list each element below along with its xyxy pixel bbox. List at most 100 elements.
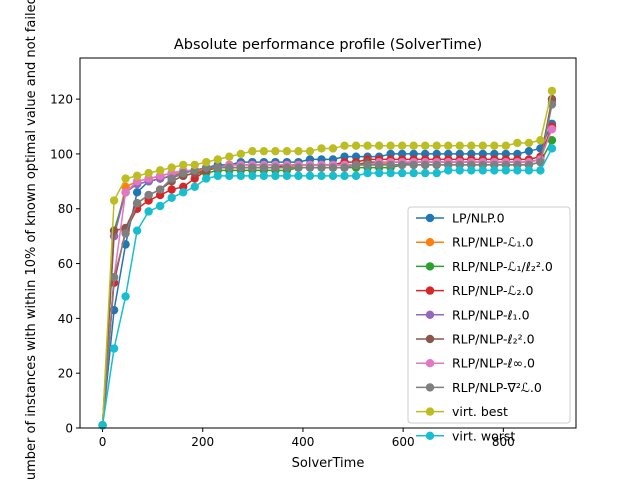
- data-point: [225, 163, 234, 172]
- data-point: [236, 163, 246, 172]
- data-point: [271, 163, 280, 172]
- y-tick-label: 100: [50, 147, 73, 161]
- data-point: [444, 141, 453, 150]
- data-point: [155, 166, 165, 175]
- y-tick-label: 120: [50, 93, 73, 107]
- legend-item: RLP/NLP-ℓ₁.0: [416, 307, 530, 322]
- series-7: [98, 100, 557, 430]
- data-point: [317, 163, 326, 172]
- data-point: [132, 171, 142, 181]
- data-point: [501, 166, 511, 175]
- legend-label: virt. worst: [452, 428, 515, 443]
- legend-item: RLP/NLP-ℓ₂².0: [416, 332, 535, 347]
- data-point: [340, 141, 349, 150]
- data-point: [351, 141, 361, 150]
- data-point: [490, 141, 499, 150]
- data-point: [397, 160, 407, 170]
- data-point: [305, 146, 315, 156]
- data-point: [478, 166, 488, 175]
- data-point: [213, 163, 222, 172]
- legend-swatch-marker: [425, 213, 435, 223]
- legend-item: virt. best: [416, 404, 508, 419]
- data-point: [121, 188, 130, 197]
- data-point: [386, 168, 395, 178]
- legend-swatch-marker: [425, 431, 435, 440]
- x-axis-ticks: 0 200 400 600 800: [99, 428, 515, 449]
- data-point: [397, 141, 407, 150]
- data-point: [132, 199, 142, 208]
- data-point: [328, 163, 338, 172]
- data-point: [271, 146, 280, 156]
- legend-frame: [407, 206, 571, 424]
- data-point: [547, 144, 557, 153]
- data-point: [294, 171, 303, 181]
- x-tick-label: 0: [99, 435, 107, 449]
- y-tick-label: 80: [58, 202, 73, 216]
- data-point: [236, 149, 246, 159]
- series-line: [101, 148, 553, 426]
- legend-label: RLP/NLP-ℓ₁.0: [452, 307, 530, 322]
- data-point: [317, 144, 326, 153]
- data-point: [328, 171, 338, 181]
- data-point: [259, 171, 269, 181]
- data-point: [536, 157, 545, 167]
- data-point: [444, 166, 453, 175]
- data-point: [432, 168, 441, 178]
- legend-swatch-marker: [425, 334, 435, 344]
- data-point: [109, 273, 119, 282]
- data-point: [202, 157, 211, 167]
- data-point: [155, 185, 165, 194]
- data-point: [109, 226, 119, 235]
- data-point: [98, 421, 107, 430]
- legend-label: RLP/NLP-∇²ℒ.0: [452, 380, 542, 395]
- data-point: [155, 201, 165, 211]
- data-point: [547, 86, 557, 96]
- data-point: [467, 141, 476, 150]
- y-axis-ticks: 0 20 40 60 80 100 120: [50, 93, 80, 436]
- data-point: [409, 141, 418, 150]
- data-point: [363, 141, 372, 150]
- data-point: [236, 171, 246, 181]
- data-point: [340, 171, 349, 181]
- legend-swatch-marker: [425, 262, 435, 271]
- chart-title: Absolute performance profile (SolverTime…: [174, 37, 482, 53]
- legend-item: virt. worst: [416, 428, 515, 443]
- legend-swatch-marker: [425, 286, 435, 295]
- data-point: [524, 138, 534, 148]
- data-point: [317, 171, 326, 181]
- data-point: [455, 166, 464, 175]
- series-line: [101, 90, 553, 426]
- legend-label: RLP/NLP-ℓ∞.0: [452, 356, 535, 371]
- y-axis-label: Number of instances with within 10% of k…: [24, 0, 39, 480]
- data-point: [524, 146, 534, 156]
- data-point: [397, 168, 407, 178]
- legend-label: LP/NLP.0: [452, 211, 505, 226]
- data-point: [144, 190, 153, 200]
- legend: LP/NLP.0 RLP/NLP-ℒ₁.0 RLP/NLP-ℒ₁/ℓ₂².0 RLP/…: [407, 206, 571, 443]
- y-tick-label: 0: [65, 422, 73, 436]
- data-point: [409, 160, 418, 170]
- data-point: [259, 163, 269, 172]
- data-point: [144, 168, 153, 178]
- data-point: [455, 141, 464, 150]
- data-point: [374, 141, 384, 150]
- data-point: [478, 141, 488, 150]
- legend-label: virt. best: [452, 404, 508, 419]
- data-point: [144, 207, 153, 216]
- x-tick-label: 400: [291, 435, 314, 449]
- data-point: [513, 166, 522, 175]
- x-tick-label: 600: [392, 435, 415, 449]
- data-point: [121, 229, 130, 238]
- data-point: [167, 174, 176, 183]
- x-axis-label: SolverTime: [292, 456, 365, 471]
- legend-swatch-marker: [425, 238, 435, 247]
- legend-item: RLP/NLP-ℒ₂.0: [416, 283, 533, 298]
- data-point: [536, 166, 545, 175]
- legend-item: RLP/NLP-∇²ℒ.0: [416, 380, 542, 395]
- data-point: [547, 125, 557, 134]
- data-point: [328, 144, 338, 153]
- data-point: [179, 168, 188, 178]
- legend-label: RLP/NLP-ℒ₁.0: [452, 235, 533, 250]
- data-point: [271, 171, 280, 181]
